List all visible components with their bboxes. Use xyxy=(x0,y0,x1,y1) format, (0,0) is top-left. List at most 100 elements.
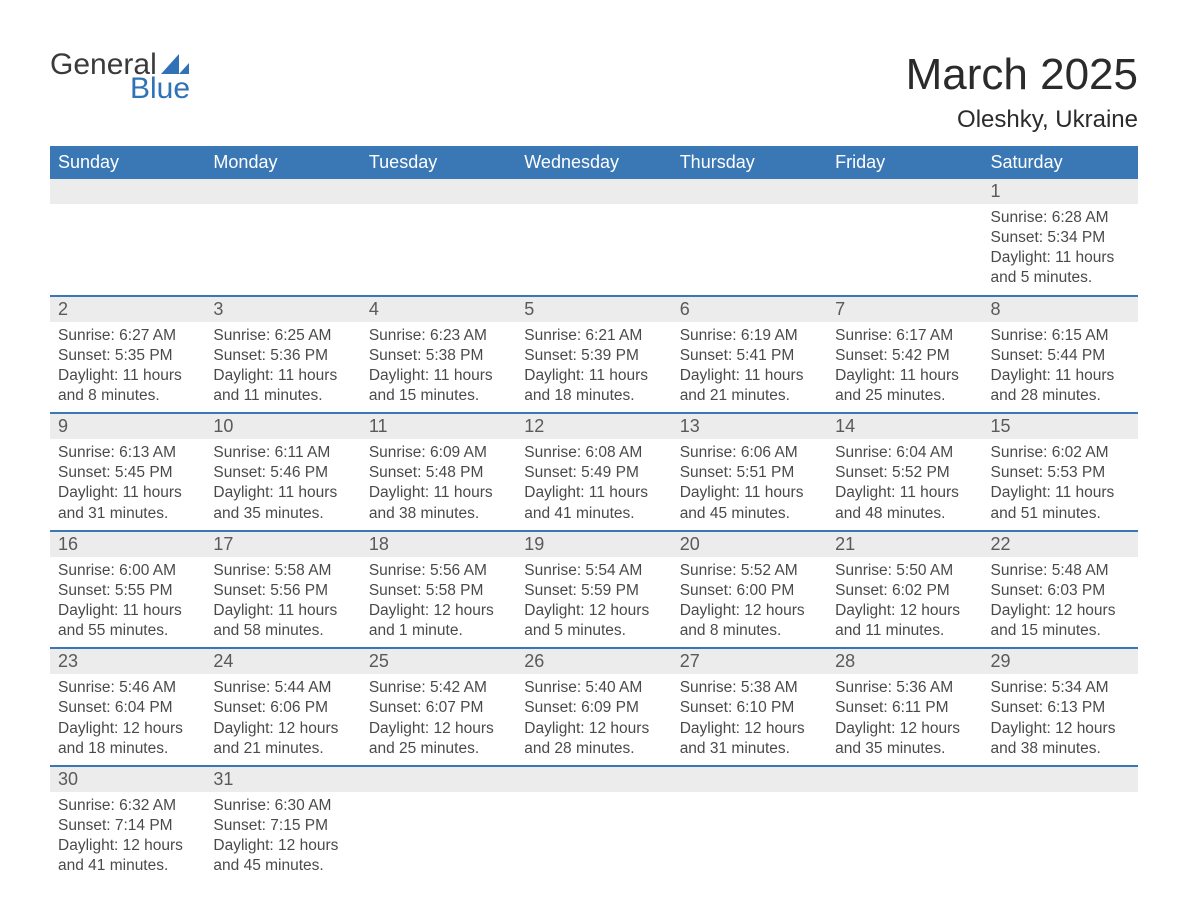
date-number-cell: 29 xyxy=(983,648,1138,674)
detail-d1: Daylight: 12 hours xyxy=(524,719,663,739)
location: Oleshky, Ukraine xyxy=(906,106,1138,134)
date-number-cell: 1 xyxy=(983,179,1138,204)
detail-d1: Daylight: 11 hours xyxy=(991,483,1130,503)
detail-sunrise: Sunrise: 6:09 AM xyxy=(369,443,508,463)
detail-d1: Daylight: 12 hours xyxy=(835,601,974,621)
date-number-row: 2345678 xyxy=(50,296,1138,322)
detail-d2: and 18 minutes. xyxy=(58,739,197,759)
date-number-cell: 7 xyxy=(827,296,982,322)
detail-d2: and 51 minutes. xyxy=(991,504,1130,524)
detail-d1: Daylight: 11 hours xyxy=(524,483,663,503)
detail-sunrise: Sunrise: 5:58 AM xyxy=(213,561,352,581)
detail-d1: Daylight: 11 hours xyxy=(213,366,352,386)
detail-d1: Daylight: 11 hours xyxy=(58,601,197,621)
date-detail-cell xyxy=(205,204,360,296)
detail-d2: and 55 minutes. xyxy=(58,621,197,641)
date-number-cell xyxy=(205,179,360,204)
date-number-cell: 2 xyxy=(50,296,205,322)
date-detail-row: Sunrise: 6:13 AMSunset: 5:45 PMDaylight:… xyxy=(50,439,1138,531)
detail-sunset: Sunset: 5:34 PM xyxy=(991,228,1130,248)
date-detail-cell: Sunrise: 6:32 AMSunset: 7:14 PMDaylight:… xyxy=(50,792,205,883)
detail-d1: Daylight: 11 hours xyxy=(213,483,352,503)
date-detail-cell xyxy=(516,204,671,296)
detail-d2: and 15 minutes. xyxy=(369,386,508,406)
detail-sunrise: Sunrise: 5:44 AM xyxy=(213,678,352,698)
detail-sunrise: Sunrise: 6:23 AM xyxy=(369,326,508,346)
date-detail-cell: Sunrise: 6:27 AMSunset: 5:35 PMDaylight:… xyxy=(50,322,205,414)
detail-sunrise: Sunrise: 6:28 AM xyxy=(991,208,1130,228)
date-detail-row: Sunrise: 6:28 AMSunset: 5:34 PMDaylight:… xyxy=(50,204,1138,296)
date-detail-cell: Sunrise: 6:06 AMSunset: 5:51 PMDaylight:… xyxy=(672,439,827,531)
date-number-row: 3031 xyxy=(50,766,1138,792)
detail-sunrise: Sunrise: 6:08 AM xyxy=(524,443,663,463)
date-detail-cell: Sunrise: 5:34 AMSunset: 6:13 PMDaylight:… xyxy=(983,674,1138,766)
weekday-header-row: Sunday Monday Tuesday Wednesday Thursday… xyxy=(50,146,1138,179)
date-detail-cell: Sunrise: 6:08 AMSunset: 5:49 PMDaylight:… xyxy=(516,439,671,531)
detail-d1: Daylight: 12 hours xyxy=(991,601,1130,621)
date-detail-cell: Sunrise: 6:04 AMSunset: 5:52 PMDaylight:… xyxy=(827,439,982,531)
detail-sunset: Sunset: 5:58 PM xyxy=(369,581,508,601)
detail-sunset: Sunset: 5:52 PM xyxy=(835,463,974,483)
detail-sunset: Sunset: 5:39 PM xyxy=(524,346,663,366)
detail-d1: Daylight: 12 hours xyxy=(835,719,974,739)
detail-sunrise: Sunrise: 6:02 AM xyxy=(991,443,1130,463)
date-detail-cell xyxy=(516,792,671,883)
detail-d2: and 58 minutes. xyxy=(213,621,352,641)
detail-sunrise: Sunrise: 6:04 AM xyxy=(835,443,974,463)
detail-d2: and 15 minutes. xyxy=(991,621,1130,641)
detail-d1: Daylight: 12 hours xyxy=(369,601,508,621)
detail-sunset: Sunset: 5:49 PM xyxy=(524,463,663,483)
detail-sunset: Sunset: 7:14 PM xyxy=(58,816,197,836)
detail-d2: and 48 minutes. xyxy=(835,504,974,524)
date-detail-cell xyxy=(50,204,205,296)
date-detail-cell: Sunrise: 6:09 AMSunset: 5:48 PMDaylight:… xyxy=(361,439,516,531)
date-number-cell: 8 xyxy=(983,296,1138,322)
detail-sunset: Sunset: 5:53 PM xyxy=(991,463,1130,483)
detail-d1: Daylight: 12 hours xyxy=(680,719,819,739)
date-detail-cell: Sunrise: 6:13 AMSunset: 5:45 PMDaylight:… xyxy=(50,439,205,531)
date-number-cell xyxy=(827,766,982,792)
date-detail-cell: Sunrise: 5:36 AMSunset: 6:11 PMDaylight:… xyxy=(827,674,982,766)
weekday-header: Thursday xyxy=(672,146,827,179)
detail-sunset: Sunset: 5:55 PM xyxy=(58,581,197,601)
detail-d2: and 28 minutes. xyxy=(524,739,663,759)
date-number-cell: 15 xyxy=(983,413,1138,439)
detail-sunrise: Sunrise: 6:27 AM xyxy=(58,326,197,346)
date-detail-cell xyxy=(672,792,827,883)
date-detail-cell: Sunrise: 5:44 AMSunset: 6:06 PMDaylight:… xyxy=(205,674,360,766)
weekday-header: Friday xyxy=(827,146,982,179)
detail-sunset: Sunset: 5:59 PM xyxy=(524,581,663,601)
detail-sunset: Sunset: 6:02 PM xyxy=(835,581,974,601)
detail-d2: and 31 minutes. xyxy=(58,504,197,524)
detail-d1: Daylight: 12 hours xyxy=(524,601,663,621)
date-number-cell: 31 xyxy=(205,766,360,792)
date-number-cell xyxy=(361,179,516,204)
date-detail-cell: Sunrise: 6:30 AMSunset: 7:15 PMDaylight:… xyxy=(205,792,360,883)
date-number-cell: 10 xyxy=(205,413,360,439)
detail-sunset: Sunset: 5:36 PM xyxy=(213,346,352,366)
date-detail-cell xyxy=(361,792,516,883)
date-number-cell xyxy=(516,179,671,204)
detail-d1: Daylight: 12 hours xyxy=(213,719,352,739)
date-detail-row: Sunrise: 6:32 AMSunset: 7:14 PMDaylight:… xyxy=(50,792,1138,883)
date-detail-cell xyxy=(827,204,982,296)
weekday-header: Wednesday xyxy=(516,146,671,179)
date-number-cell: 22 xyxy=(983,531,1138,557)
date-detail-row: Sunrise: 5:46 AMSunset: 6:04 PMDaylight:… xyxy=(50,674,1138,766)
date-detail-cell: Sunrise: 6:23 AMSunset: 5:38 PMDaylight:… xyxy=(361,322,516,414)
date-number-cell: 26 xyxy=(516,648,671,674)
detail-sunset: Sunset: 6:09 PM xyxy=(524,698,663,718)
weekday-header: Saturday xyxy=(983,146,1138,179)
detail-d2: and 21 minutes. xyxy=(213,739,352,759)
date-detail-cell: Sunrise: 6:11 AMSunset: 5:46 PMDaylight:… xyxy=(205,439,360,531)
date-detail-cell: Sunrise: 5:42 AMSunset: 6:07 PMDaylight:… xyxy=(361,674,516,766)
detail-sunrise: Sunrise: 5:56 AM xyxy=(369,561,508,581)
detail-sunrise: Sunrise: 5:38 AM xyxy=(680,678,819,698)
date-detail-cell: Sunrise: 5:46 AMSunset: 6:04 PMDaylight:… xyxy=(50,674,205,766)
date-number-cell: 28 xyxy=(827,648,982,674)
detail-sunset: Sunset: 6:07 PM xyxy=(369,698,508,718)
detail-d1: Daylight: 12 hours xyxy=(369,719,508,739)
detail-sunset: Sunset: 5:48 PM xyxy=(369,463,508,483)
date-number-cell xyxy=(827,179,982,204)
date-number-cell: 17 xyxy=(205,531,360,557)
